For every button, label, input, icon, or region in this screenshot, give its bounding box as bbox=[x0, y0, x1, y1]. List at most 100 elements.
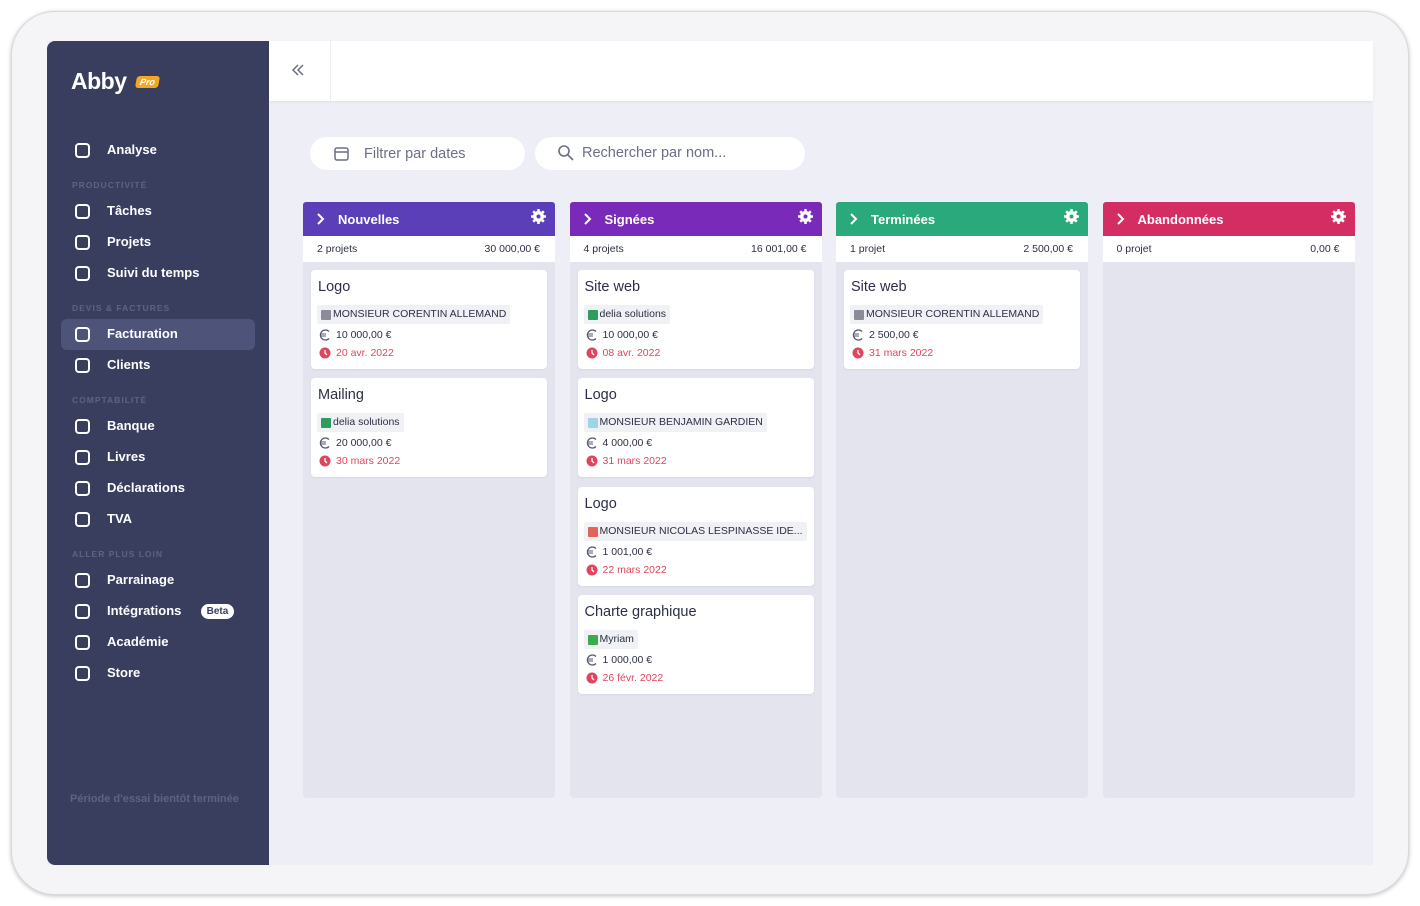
column-total: 0,00 € bbox=[1310, 243, 1340, 255]
nav-icon bbox=[75, 358, 90, 373]
logo: Abby bbox=[71, 68, 127, 94]
nav-icon bbox=[75, 235, 90, 250]
nav-item[interactable]: Tâches bbox=[107, 203, 152, 218]
column-header[interactable] bbox=[303, 202, 555, 236]
card-title: Logo bbox=[318, 279, 351, 295]
nav-badge: Beta bbox=[200, 604, 235, 619]
euro-icon bbox=[852, 329, 863, 341]
nav-item[interactable]: Suivi du temps bbox=[107, 265, 200, 280]
client-avatar bbox=[854, 310, 864, 320]
project-count: 2 projets bbox=[317, 243, 358, 255]
column-body bbox=[1102, 236, 1355, 798]
nav-icon bbox=[75, 327, 90, 342]
nav-item[interactable]: Académie bbox=[107, 634, 169, 649]
nav-group-label: COMPTABILITÉ bbox=[72, 395, 148, 405]
nav-group-label: ALLER PLUS LOIN bbox=[72, 549, 164, 559]
euro-icon bbox=[319, 437, 330, 449]
nav-item[interactable]: Banque bbox=[107, 418, 155, 433]
column-summary bbox=[303, 236, 555, 262]
client-avatar bbox=[321, 310, 331, 320]
column-header[interactable] bbox=[1102, 202, 1355, 236]
nav-item[interactable]: Déclarations bbox=[107, 480, 186, 495]
settings-icon bbox=[531, 209, 546, 224]
settings-icon bbox=[1064, 209, 1079, 224]
column-title: Nouvelles bbox=[338, 212, 400, 227]
deadline-icon bbox=[586, 564, 597, 576]
nav-icon bbox=[75, 450, 90, 465]
nav-icon bbox=[75, 666, 90, 681]
chevron-icon bbox=[850, 213, 858, 225]
project-count: 4 projets bbox=[583, 243, 624, 255]
deadline-icon bbox=[586, 672, 597, 684]
search-input[interactable] bbox=[535, 137, 805, 170]
card-amount: 10 000,00 € bbox=[336, 329, 392, 341]
chevron-icon bbox=[583, 213, 591, 225]
card-date: 20 avr. 2022 bbox=[336, 347, 394, 359]
column-title: Terminées bbox=[871, 212, 936, 227]
column-summary bbox=[1102, 236, 1355, 262]
nav-active-bg bbox=[61, 319, 255, 350]
euro-icon bbox=[586, 654, 596, 666]
euro-icon bbox=[586, 329, 596, 341]
client-chip: delia solutions bbox=[583, 305, 671, 324]
chevron-icon bbox=[317, 213, 325, 225]
nav-item[interactable]: Facturation bbox=[107, 326, 178, 341]
client-chip: MONSIEUR CORENTIN ALLEMAND bbox=[317, 305, 511, 324]
nav-item[interactable]: Analyse bbox=[107, 142, 157, 157]
client-chip: MONSIEUR NICOLAS LESPINASSE IDE... bbox=[583, 521, 807, 541]
trial-notice: Période d'essai bientôt terminée bbox=[70, 793, 239, 805]
client-chip: MONSIEUR CORENTIN ALLEMAND bbox=[850, 305, 1044, 324]
date-filter-label: Filtrer par dates bbox=[364, 146, 466, 162]
chevron-icon bbox=[1116, 213, 1124, 225]
nav-item[interactable]: TVA bbox=[107, 511, 133, 526]
calendar-icon bbox=[334, 147, 349, 161]
logo-badge: Pro bbox=[134, 76, 161, 88]
nav-icon bbox=[75, 143, 90, 158]
client-avatar bbox=[587, 526, 598, 537]
top-bar bbox=[269, 41, 1373, 101]
project-count: 1 projet bbox=[850, 243, 886, 255]
nav-icon bbox=[75, 481, 90, 496]
nav-icon bbox=[75, 604, 90, 619]
nav-item[interactable]: Intégrations bbox=[107, 603, 182, 618]
column-summary bbox=[569, 236, 822, 262]
top-bar-divider bbox=[330, 41, 331, 101]
nav-item[interactable]: Projets bbox=[107, 234, 152, 249]
card-amount: 1 001,00 € bbox=[602, 545, 653, 558]
client-avatar bbox=[587, 418, 598, 429]
client-avatar bbox=[587, 634, 598, 645]
column-header[interactable] bbox=[569, 202, 822, 236]
card-date: 26 févr. 2022 bbox=[602, 671, 664, 684]
nav-icon bbox=[75, 573, 90, 588]
sidebar bbox=[47, 41, 269, 865]
column-summary bbox=[836, 236, 1088, 262]
card-title: Mailing bbox=[318, 387, 364, 404]
nav-item[interactable]: Clients bbox=[107, 357, 151, 372]
nav-group-label: DEVIS & FACTURES bbox=[72, 303, 171, 313]
card-date: 31 mars 2022 bbox=[869, 347, 934, 359]
nav-icon bbox=[75, 635, 90, 650]
collapse-button[interactable] bbox=[290, 62, 306, 78]
client-avatar bbox=[587, 310, 598, 320]
search-icon bbox=[558, 145, 574, 161]
nav-item[interactable]: Store bbox=[107, 665, 141, 680]
nav-icon bbox=[75, 266, 90, 281]
nav-icon bbox=[75, 419, 90, 434]
nav-item[interactable]: Livres bbox=[107, 449, 146, 464]
card-title: Site web bbox=[584, 279, 641, 295]
card-date: 08 avr. 2022 bbox=[602, 347, 661, 359]
column-header[interactable] bbox=[836, 202, 1088, 236]
card-title: Logo bbox=[584, 495, 617, 512]
column-total: 2 500,00 € bbox=[1023, 243, 1073, 255]
card-date: 31 mars 2022 bbox=[602, 455, 667, 468]
nav-icon bbox=[75, 204, 90, 219]
card-date: 30 mars 2022 bbox=[336, 455, 401, 468]
project-count: 0 projet bbox=[1116, 243, 1152, 255]
deadline-icon bbox=[852, 347, 864, 359]
card-date: 22 mars 2022 bbox=[602, 563, 667, 576]
nav-item[interactable]: Parrainage bbox=[107, 572, 175, 587]
column-total: 16 001,00 € bbox=[751, 243, 807, 255]
card-amount: 1 000,00 € bbox=[602, 653, 653, 666]
date-filter[interactable] bbox=[310, 137, 525, 170]
